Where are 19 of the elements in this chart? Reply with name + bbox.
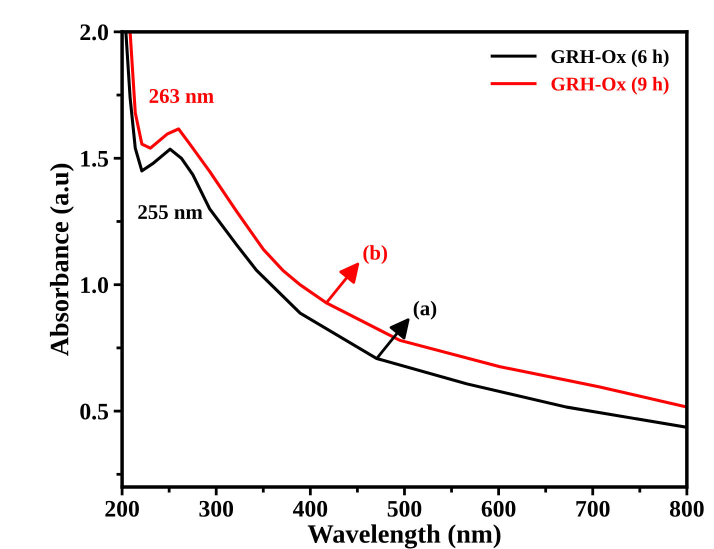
y-tick-label: 2.0: [80, 24, 108, 40]
annotation: (b): [363, 245, 388, 264]
legend-label: GRH-Ox (6 h): [552, 49, 669, 68]
y-tick-label: 0.5: [80, 404, 108, 420]
annotation: 263 nm: [150, 89, 214, 104]
annotation: 255 nm: [138, 205, 202, 220]
y-tick-label: 1.0: [81, 277, 108, 294]
x-axis-title: Wavelength (nm): [308, 524, 500, 548]
y-axis-title: Absorbance (a.u): [50, 164, 74, 356]
x-tick-label: 600: [482, 500, 516, 517]
x-tick-label: 300: [199, 500, 234, 517]
y-tick-label: 1.5: [81, 150, 108, 167]
legend-label: GRH-Ox (9 h): [552, 76, 669, 95]
x-tick-label: 800: [670, 500, 704, 517]
x-tick-label: 500: [388, 500, 422, 517]
x-tick-label: 400: [292, 500, 328, 517]
x-tick-label: 700: [576, 500, 610, 517]
annotation: (a): [414, 300, 436, 320]
x-tick-label: 200: [105, 500, 139, 517]
